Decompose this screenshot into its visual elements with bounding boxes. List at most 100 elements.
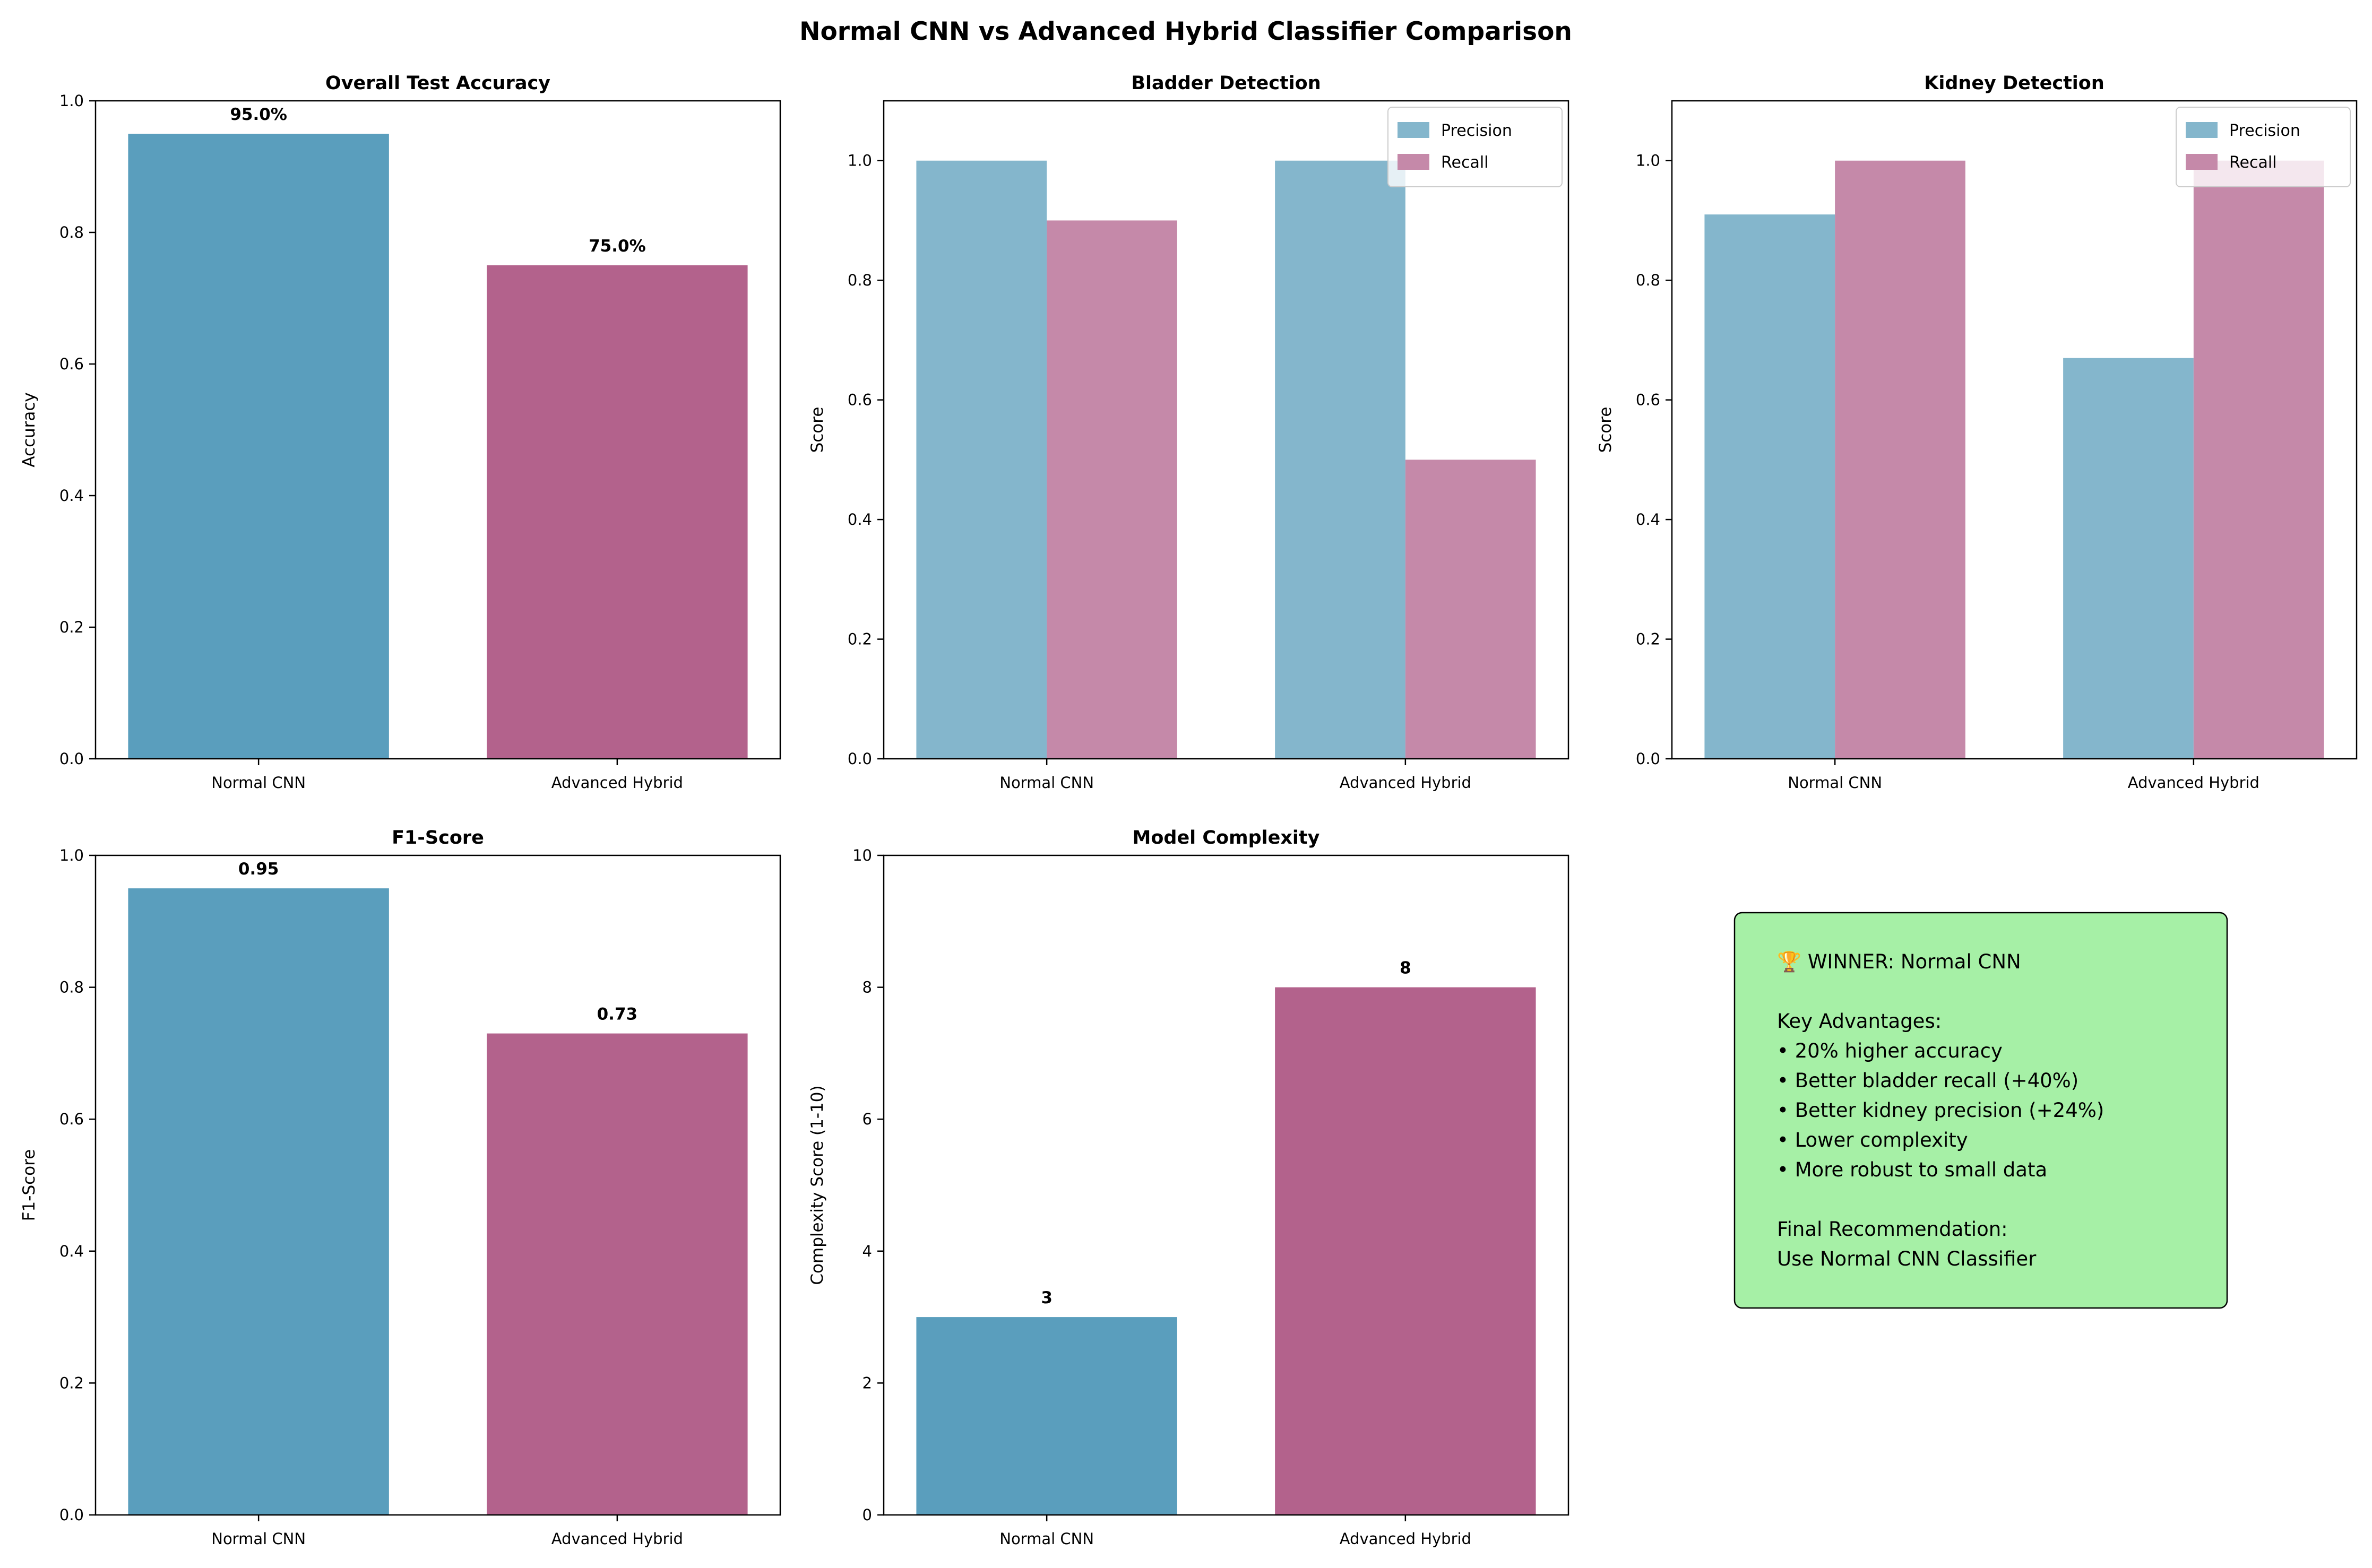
y-tick-label: 1.0: [59, 92, 84, 110]
legend: Precision Recall: [2176, 107, 2351, 187]
summary-line-8: • More robust to small data: [1777, 1158, 2047, 1181]
bar-precision-1: [916, 160, 1047, 759]
summary-line-6: • Better kidney precision (+24%): [1777, 1099, 2104, 1122]
y-tick-label: 0.2: [1636, 630, 1660, 648]
x-tick-label: Normal CNN: [999, 774, 1094, 792]
y-tick-label: 10: [852, 846, 872, 864]
panel-title: Kidney Detection: [1924, 73, 2104, 94]
y-tick-label: 0.6: [848, 391, 872, 409]
axes-frame: [883, 854, 1569, 1516]
y-tick-label: 0.2: [59, 618, 84, 636]
y-tick-label: 0.8: [59, 223, 84, 241]
y-tick-label: 0.0: [1636, 750, 1660, 768]
summary-line-5: • Better bladder recall (+40%): [1777, 1069, 2078, 1092]
bar-1: [128, 888, 389, 1515]
y-tick-label: 0.4: [848, 510, 872, 529]
x-tick-label: Advanced Hybrid: [551, 1530, 683, 1548]
legend-label-precision: Precision: [2229, 122, 2300, 140]
legend-label-recall: Recall: [1441, 153, 1489, 172]
bar-2: [487, 1033, 748, 1515]
data-label-2: 8: [1400, 959, 1411, 978]
legend: Precision Recall: [1387, 107, 1563, 187]
data-label-2: 75.0%: [589, 237, 646, 256]
legend-label-precision: Precision: [1441, 122, 1512, 140]
legend-frame: [1387, 107, 1563, 187]
legend-swatch-recall: [1398, 154, 1429, 170]
bar-2: [1275, 987, 1536, 1515]
chart-panel-4: 0.95 0.73 0.0 0.2 0.4 0.6 0.8 1.0 Normal CNN Adva…: [20, 827, 781, 1548]
y-tick-label: 0.4: [1636, 510, 1660, 529]
y-tick-label: 0.8: [848, 271, 872, 289]
legend-swatch-precision: [1398, 122, 1429, 138]
y-tick-label: 0.2: [848, 630, 872, 648]
bar-recall-1: [1047, 220, 1177, 759]
bar-precision-1: [1704, 214, 1835, 759]
bar-precision-2: [1275, 160, 1405, 759]
y-axis-label: Accuracy: [20, 392, 39, 467]
summary-box: 🏆 WINNER: Normal CNN Key Advantages: • 20%…: [1733, 912, 2228, 1309]
data-label-2: 0.73: [597, 1005, 638, 1024]
bar-precision-2: [2063, 358, 2194, 759]
x-tick-label: Normal CNN: [1788, 774, 1882, 792]
figure-title: Normal CNN vs Advanced Hybrid Classifier…: [799, 17, 1572, 46]
summary-line-7: • Lower complexity: [1777, 1129, 1968, 1151]
y-tick-label: 0.0: [848, 750, 872, 768]
axes-frame: [94, 100, 781, 760]
y-tick-label: 6: [862, 1110, 872, 1128]
panel-title: Overall Test Accuracy: [325, 73, 550, 94]
x-tick-label: Advanced Hybrid: [551, 774, 683, 792]
summary-line-11: Use Normal CNN Classifier: [1777, 1248, 2037, 1270]
y-tick-label: 0: [862, 1506, 872, 1524]
y-axis-label: Score: [808, 407, 827, 453]
y-tick-label: 0.6: [59, 1110, 84, 1128]
summary-box-frame: [1733, 912, 2228, 1309]
y-axis-label: Complexity Score (1-10): [808, 1085, 827, 1285]
summary-line-1: 🏆 WINNER: Normal CNN: [1777, 950, 2021, 973]
summary-line-10: Final Recommendation:: [1777, 1218, 2008, 1241]
legend-label-recall: Recall: [2229, 153, 2277, 172]
y-axis-label: Score: [1596, 407, 1615, 453]
bar-recall-1: [1835, 160, 1965, 759]
y-tick-label: 0.0: [59, 750, 84, 768]
bar-2: [487, 265, 748, 759]
x-tick-label: Advanced Hybrid: [2128, 774, 2259, 792]
y-tick-label: 0.6: [59, 355, 84, 373]
x-tick-label: Normal CNN: [211, 774, 306, 792]
data-label-1: 0.95: [238, 860, 279, 879]
y-tick-label: 1.0: [59, 846, 84, 864]
panel-title: F1-Score: [392, 827, 484, 848]
y-tick-label: 0.0: [59, 1506, 84, 1524]
axes-frame: [94, 854, 781, 1516]
panel-title: Bladder Detection: [1131, 73, 1321, 94]
data-label-1: 95.0%: [230, 105, 287, 124]
legend-swatch-precision: [2186, 122, 2218, 138]
summary-line-3: Key Advantages:: [1777, 1010, 1942, 1033]
chart-panel-3: 0.0 0.2 0.4 0.6 0.8 1.0 Normal CNN Advanced Hyb…: [1596, 73, 2358, 792]
y-tick-label: 0.4: [59, 487, 84, 505]
chart-panels: 95.0% 75.0% 0.0 0.2 0.4 0.6 0.8 1.0 Normal CNN Ad…: [20, 73, 2358, 1548]
legend-swatch-recall: [2186, 154, 2218, 170]
bar-1: [916, 1317, 1177, 1515]
legend-frame: [2176, 107, 2351, 187]
y-tick-label: 0.2: [59, 1374, 84, 1392]
x-tick-label: Advanced Hybrid: [1340, 1530, 1471, 1548]
chart-panel-1: 95.0% 75.0% 0.0 0.2 0.4 0.6 0.8 1.0 Normal CNN Ad…: [20, 73, 781, 792]
x-tick-label: Normal CNN: [999, 1530, 1094, 1548]
data-label-1: 3: [1041, 1288, 1053, 1307]
panel-title: Model Complexity: [1133, 827, 1320, 848]
y-tick-label: 4: [862, 1242, 872, 1260]
summary-line-4: • 20% higher accuracy: [1777, 1039, 2003, 1062]
y-tick-label: 0.8: [1636, 271, 1660, 289]
chart-panel-5: 3 8 0 2 4 6 8 10 Normal CNN Advanced Hybrid Model …: [808, 827, 1569, 1548]
x-tick-label: Normal CNN: [211, 1530, 306, 1548]
axes-frame: [883, 100, 1569, 760]
bar-recall-2: [1405, 460, 1536, 759]
x-tick-label: Advanced Hybrid: [1340, 774, 1471, 792]
y-tick-label: 2: [862, 1374, 872, 1392]
chart-panel-2: 0.0 0.2 0.4 0.6 0.8 1.0 Normal CNN Advanced Hyb…: [808, 73, 1569, 792]
y-tick-label: 0.6: [1636, 391, 1660, 409]
axes-frame: [1671, 100, 2358, 760]
bar-recall-2: [2193, 160, 2324, 759]
y-tick-label: 0.8: [59, 978, 84, 997]
